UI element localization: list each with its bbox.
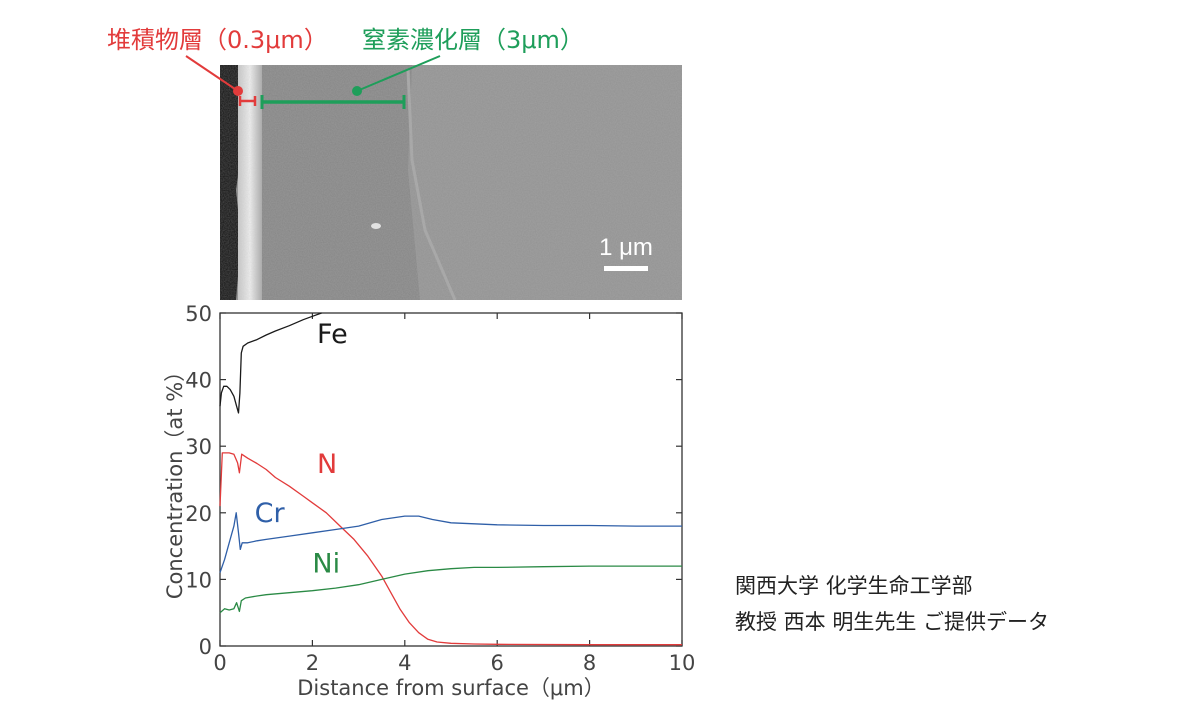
credit-line-2: 教授 西本 明生先生 ご提供データ [735, 610, 1050, 634]
scale-bar-label: 1 μm [599, 234, 653, 261]
series-line-fe [219, 312, 322, 414]
y-tick-label-1: 10 [185, 568, 212, 592]
series-label-ni: Ni [312, 549, 340, 580]
x-tick-label-1: 2 [306, 651, 319, 675]
series-line-ni [219, 565, 682, 614]
deposit-layer-annotation: 堆積物層（0.3μm） [107, 26, 328, 54]
series-line-n [219, 452, 682, 646]
y-axis-label: Concentration（at %） [163, 361, 187, 599]
y-tick-label-5: 50 [185, 302, 212, 326]
scale-bar: 1 μm [599, 234, 653, 271]
x-tick-label-5: 10 [669, 651, 696, 675]
deposit-layer-marker [185, 55, 257, 106]
credit-line-1: 関西大学 化学生命工学部 [735, 574, 973, 598]
data-credit: 関西大学 化学生命工学部 教授 西本 明生先生 ご提供データ [735, 568, 1049, 640]
y-tick-label-0: 0 [199, 635, 212, 659]
series-line-cr [219, 512, 682, 573]
nitrided-layer-annotation: 窒素濃化層（3μm） [362, 26, 584, 54]
x-tick-label-2: 4 [398, 651, 411, 675]
plot-frame [219, 312, 683, 647]
concentration-chart: 0 2 4 6 8 10 0 10 20 30 40 50 Fe N Cr Ni Distance from… [163, 302, 695, 700]
x-tick-label-3: 6 [491, 651, 504, 675]
series-label-n: N [317, 449, 337, 480]
sem-micrograph [220, 65, 682, 300]
y-tick-label-3: 30 [185, 435, 212, 459]
y-tick-label-2: 20 [185, 502, 212, 526]
y-tick-label-4: 40 [185, 369, 212, 393]
nitrided-layer-marker [260, 55, 441, 109]
x-axis-label: Distance from surface（μm） [297, 676, 604, 700]
series-label-fe: Fe [317, 319, 348, 350]
x-tick-label-4: 8 [583, 651, 596, 675]
x-tick-label-0: 0 [213, 651, 226, 675]
series-layer [219, 312, 682, 646]
series-label-cr: Cr [255, 498, 286, 529]
series-labels: Fe N Cr Ni [255, 319, 348, 580]
axis-ticks: 0 2 4 6 8 10 0 10 20 30 40 50 [185, 302, 695, 675]
